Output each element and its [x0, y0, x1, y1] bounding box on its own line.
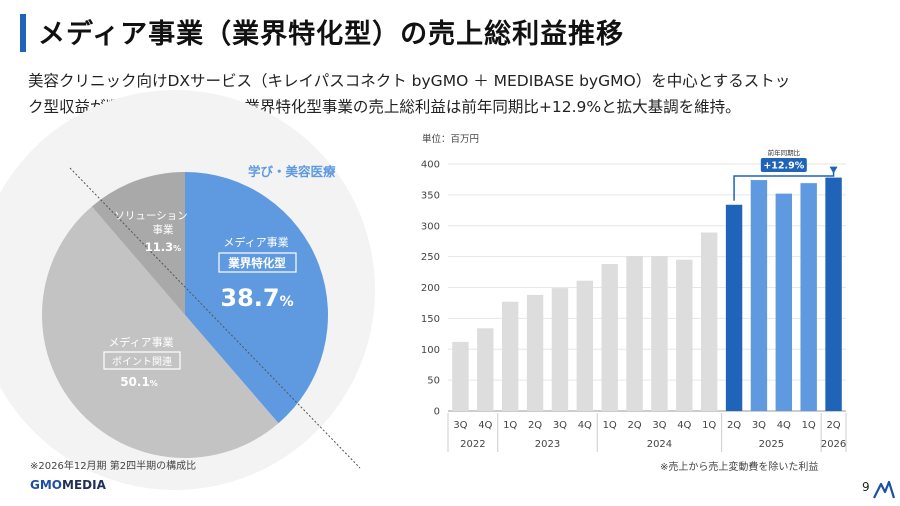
pie-slice	[91, 172, 185, 315]
slice-value-unit: %	[150, 379, 158, 388]
slice-name-label: 事業	[153, 223, 174, 236]
gmo-media-logo: GMOMEDIA	[30, 478, 106, 492]
slice-value-unit: %	[173, 244, 181, 253]
logo-media-text: MEDIA	[62, 478, 106, 492]
description-line: 美容クリニック向けDXサービス（キレイパスコネクト byGMO ＋ MEDIBA…	[28, 72, 791, 90]
slice-name-label: メディア事業	[223, 235, 288, 249]
bar-footnote: ※売上から売上変動費を除いた利益	[660, 462, 819, 473]
page-title: メディア事業（業界特化型）の売上総利益推移	[38, 19, 625, 50]
slice-tag-label: ポイント関連	[112, 355, 172, 368]
slice-name-label: ソリューション	[114, 210, 187, 222]
slice-tag-label: 業界特化型	[227, 256, 286, 270]
page-number: 9	[862, 480, 870, 494]
pie-footnote: ※2026年12月期 第2四半期の構成比	[30, 461, 197, 472]
pie-slice	[185, 172, 328, 424]
slice-tag-box	[218, 252, 297, 273]
title-accent-bar	[20, 14, 26, 52]
segment-label: 学び・美容医療	[248, 164, 336, 179]
slice-tag-box	[103, 351, 181, 370]
slice-value-label: 50.1%	[120, 375, 158, 389]
logo-gmo-text: GMO	[30, 478, 62, 492]
pie-slice	[41, 206, 279, 459]
segment-divider-line	[69, 167, 361, 469]
slice-value-label: 11.3%	[145, 240, 181, 254]
slice-value-unit: %	[280, 294, 294, 310]
slice-name-label: メディア事業	[108, 335, 173, 349]
bar-unit-label: 単位：百万円	[422, 134, 480, 145]
corner-logo-icon	[873, 480, 896, 499]
